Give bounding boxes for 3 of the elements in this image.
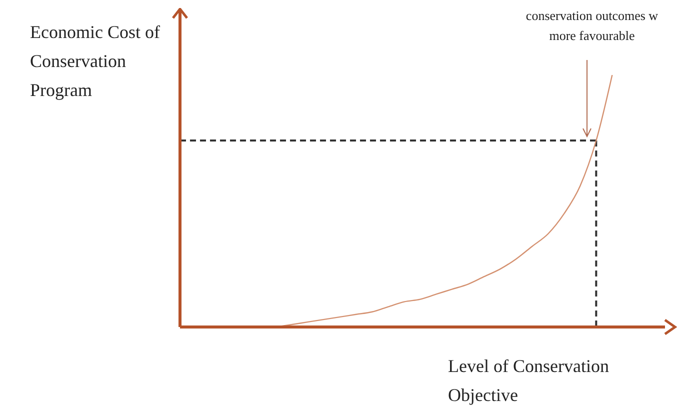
text: conservation outcomes w more favourable xyxy=(524,7,660,45)
y-axis-title: Economic Cost of Conservation Program xyxy=(30,21,160,102)
x-axis-title: Level of Conservation Objective xyxy=(448,355,610,407)
